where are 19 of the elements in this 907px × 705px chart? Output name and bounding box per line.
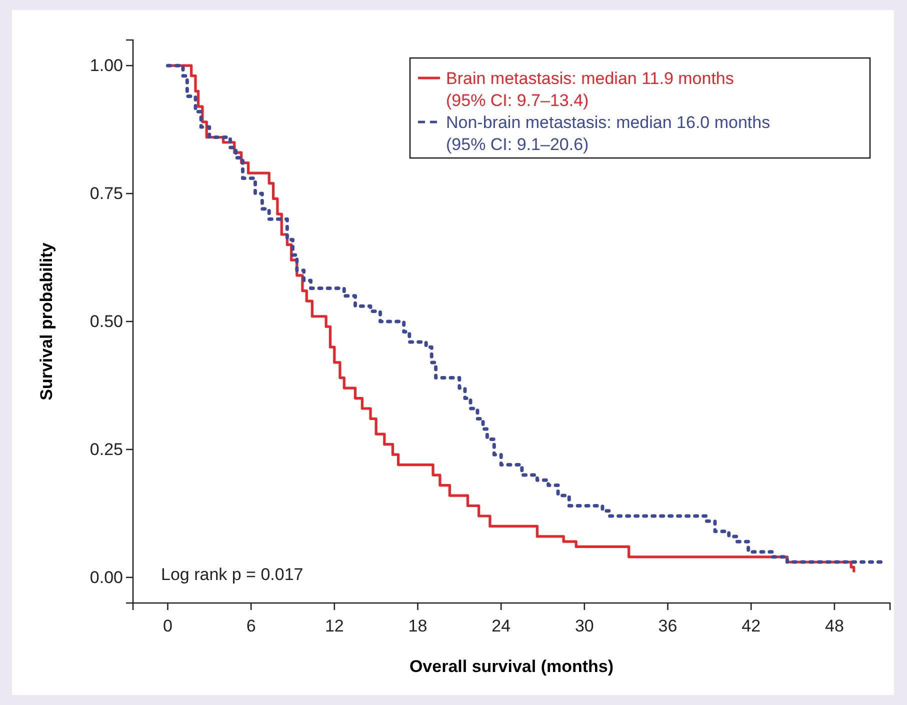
- y-tick-label: 0.25: [90, 440, 123, 459]
- y-tick-label: 1.00: [90, 56, 123, 76]
- legend-label: Non-brain metastasis: median 16.0 months (95% CI: 9.1–20.6): [446, 113, 770, 154]
- x-tick-label: 18: [408, 616, 428, 636]
- y-tick-label: 0.75: [90, 184, 123, 203]
- y-axis-title: Survival probability: [37, 242, 56, 400]
- x-tick-label: 48: [824, 616, 844, 636]
- x-tick-label: 30: [574, 616, 594, 636]
- x-tick-label: 6: [246, 616, 256, 636]
- y-tick-label: 0.50: [90, 312, 123, 331]
- x-tick-label: 24: [492, 616, 511, 636]
- x-tick-label: 36: [658, 616, 678, 636]
- x-tick-label: 12: [324, 616, 344, 636]
- x-tick-label: 42: [742, 616, 761, 636]
- y-tick-label: 0.00: [90, 568, 123, 587]
- annotation: Log rank p = 0.017: [161, 565, 304, 584]
- legend-label: Brain metastasis: median 11.9 months (95% CI: 9.7–13.4): [446, 69, 734, 110]
- x-axis-title: Overall survival (months): [409, 657, 614, 676]
- x-tick-label: 0: [162, 616, 172, 636]
